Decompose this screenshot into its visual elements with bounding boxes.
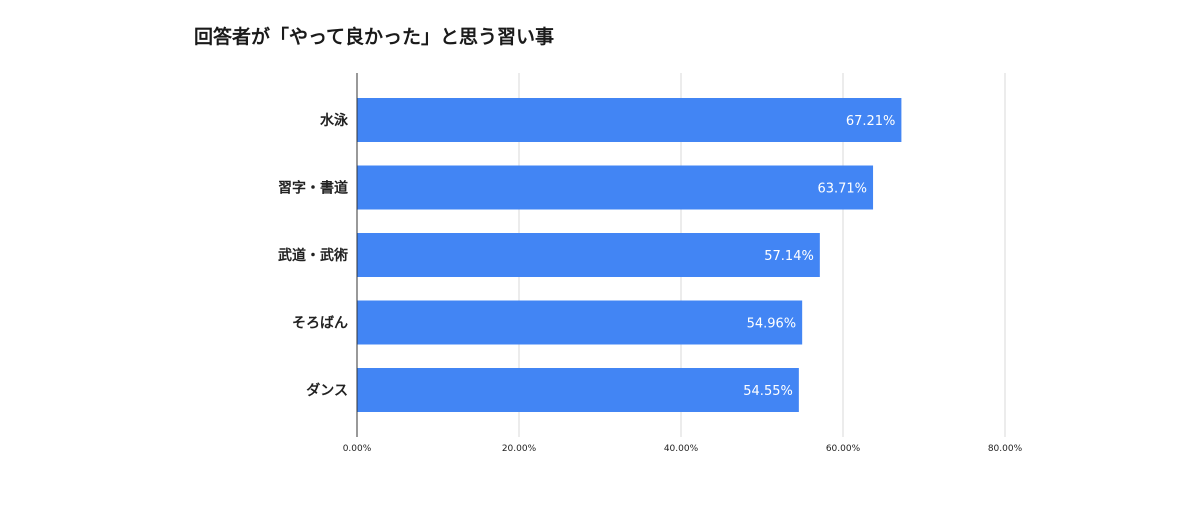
x-tick-label-0: 0.00%	[343, 444, 372, 454]
data-label-3: 54.96%	[747, 317, 797, 332]
bar-0	[357, 98, 902, 142]
category-label-4: ダンス	[306, 382, 348, 399]
data-label-2: 57.14%	[764, 249, 814, 264]
bars: 67.21% 63.71% 57.14% 54.96% 54.55%	[357, 98, 902, 412]
category-label-3: そろばん	[292, 316, 348, 332]
data-label-1: 63.71%	[817, 182, 867, 197]
x-tick-label-4: 80.00%	[988, 444, 1023, 454]
x-tick-labels: 0.00% 20.00% 40.00% 60.00% 80.00%	[343, 444, 1023, 454]
bar-1	[357, 165, 874, 210]
data-label-4: 54.55%	[743, 384, 793, 399]
bar-2	[357, 233, 820, 277]
bar-3	[357, 300, 803, 345]
category-label-0: 水泳	[320, 112, 349, 129]
category-label-1: 習字・書道	[278, 180, 348, 197]
x-tick-label-1: 20.00%	[502, 444, 537, 454]
data-label-0: 67.21%	[846, 114, 896, 129]
x-tick-label-3: 60.00%	[826, 444, 861, 454]
bar-4	[357, 368, 799, 412]
chart-title: 回答者が「やって良かった」と思う習い事	[194, 25, 554, 48]
x-tick-label-2: 40.00%	[664, 444, 699, 454]
category-label-2: 武道・武術	[278, 247, 348, 264]
